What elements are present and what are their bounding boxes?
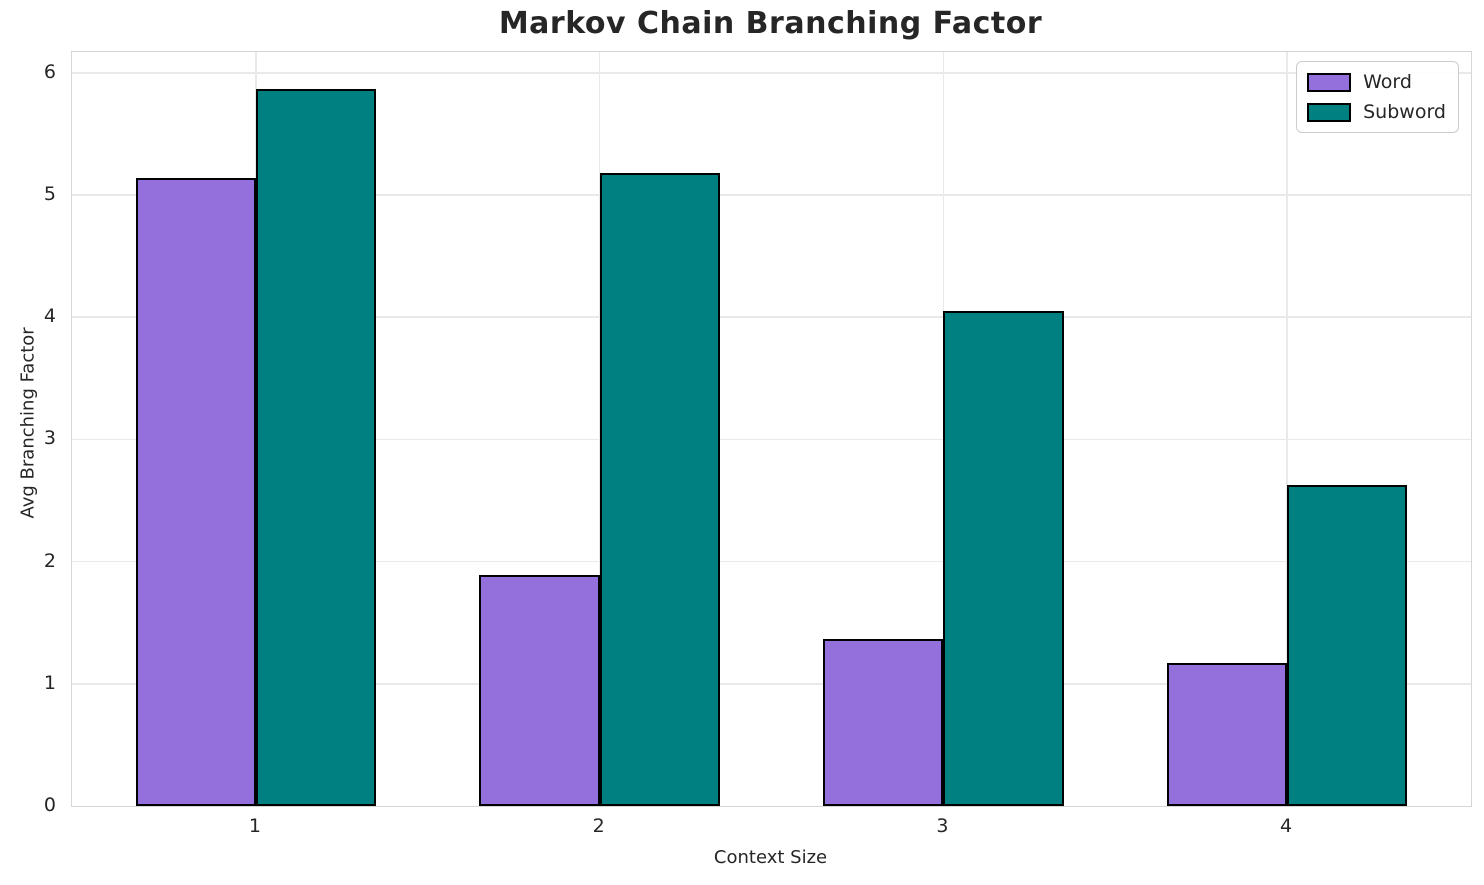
gridline-y-2 [72,560,1471,563]
legend-swatch-word [1307,72,1352,92]
gridline-y-6 [72,72,1471,74]
bar-subword-4 [1287,484,1408,806]
legend-item-word: Word [1307,71,1446,93]
y-tick-label-1: 1 [43,671,56,694]
bar-subword-2 [599,172,720,806]
bar-word-2 [479,575,600,806]
plot-area [71,51,1472,807]
bar-word-1 [135,177,256,806]
gridline-y-4 [72,316,1471,318]
y-tick-label-2: 2 [43,549,56,572]
gridline-y-5 [72,194,1471,196]
y-tick-label-5: 5 [43,182,56,205]
x-tick-label-2: 2 [592,815,605,837]
gridline-x-4 [1286,52,1288,806]
gridline-y-1 [72,683,1471,685]
legend-label-word: Word [1363,71,1412,93]
bar-word-3 [823,638,944,806]
gridline-y-3 [72,438,1471,441]
chart-title: Markov Chain Branching Factor [498,6,1043,41]
x-tick-label-3: 3 [936,815,949,837]
legend-swatch-subword [1307,102,1352,122]
legend: Word Subword [1296,61,1459,133]
y-tick-label-3: 3 [43,427,56,450]
x-axis-label: Context Size [713,847,828,868]
bar-subword-3 [943,311,1064,806]
y-tick-label-6: 6 [43,60,56,83]
y-tick-label-0: 0 [43,794,56,816]
legend-item-subword: Subword [1307,101,1446,123]
legend-label-subword: Subword [1363,101,1446,123]
x-tick-label-4: 4 [1280,815,1293,837]
x-tick-label-1: 1 [248,815,261,837]
bar-word-4 [1166,663,1288,806]
bar-subword-1 [255,88,377,806]
y-tick-label-4: 4 [43,305,56,328]
